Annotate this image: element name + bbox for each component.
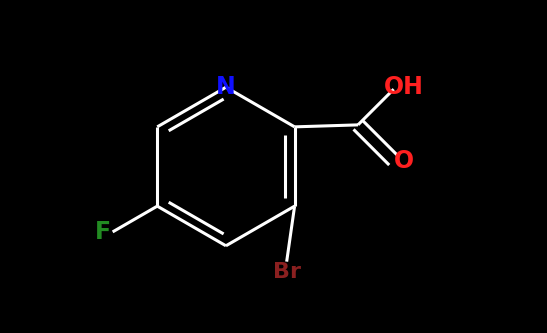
Text: F: F xyxy=(95,220,111,244)
Text: O: O xyxy=(393,149,414,172)
Text: Br: Br xyxy=(272,261,301,282)
Text: OH: OH xyxy=(383,75,423,99)
Text: N: N xyxy=(216,75,236,99)
